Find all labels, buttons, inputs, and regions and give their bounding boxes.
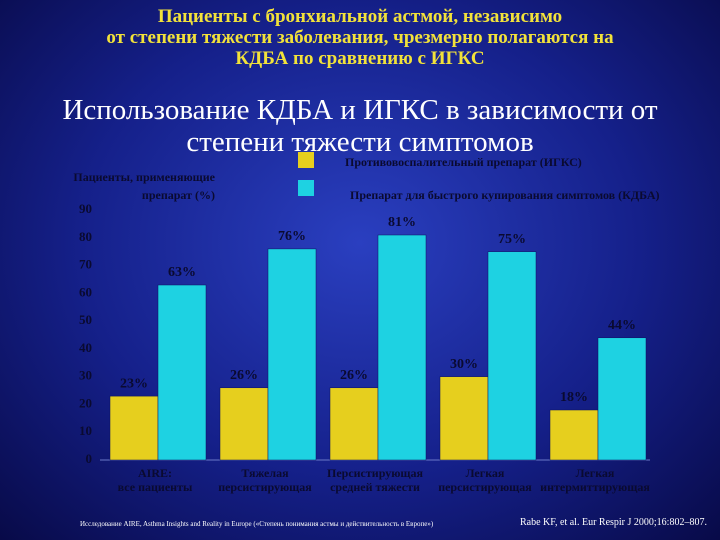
data-label: 63%: [168, 265, 196, 280]
data-label: 18%: [560, 390, 588, 405]
data-label: 23%: [120, 376, 148, 391]
legend-swatch: [298, 180, 314, 196]
bar: [487, 251, 537, 461]
y-tick-label: 60: [79, 284, 92, 299]
legend-label: Препарат для быстрого купирования симпто…: [350, 188, 660, 202]
data-label: 30%: [450, 357, 478, 372]
y-tick-label: 50: [79, 312, 92, 327]
y-tick-label: 80: [79, 229, 92, 244]
x-tick-label: Легкая интермиттирующая: [540, 466, 650, 494]
data-label: 75%: [498, 232, 526, 247]
y-tick-label: 30: [79, 368, 92, 383]
x-tick-label-box: Легкая интермиттирующая: [540, 466, 650, 494]
data-label: 26%: [230, 368, 258, 383]
bar: [439, 376, 489, 461]
data-label: 26%: [340, 368, 368, 383]
y-axis-label: Пациенты, применяющие препарат (%): [73, 170, 215, 202]
x-tick-label: Тяжелая персистирующая: [218, 466, 312, 494]
legend-label: Противовоспалительный препарат (ИГКС): [345, 155, 582, 169]
bar: [549, 409, 599, 461]
x-tick-label: AIRE: все пациенты: [117, 466, 193, 494]
chart-subtitle: Использование КДБА и ИГКС в зависимости …: [62, 94, 658, 158]
bar: [267, 248, 317, 461]
y-tick-label: 70: [79, 257, 92, 272]
x-tick-label: Персистирующая средней тяжести: [326, 466, 424, 494]
x-tick-label-box: AIRE: все пациенты: [117, 466, 193, 494]
x-tick-label-box: Персистирующая средней тяжести: [326, 466, 424, 494]
bar: [329, 387, 379, 461]
bar: [597, 337, 647, 461]
y-tick-label: 10: [79, 423, 92, 438]
source: Rabe KF, et al. Eur Respir J 2000;16:802…: [520, 517, 707, 528]
x-tick-label-box: Легкая персистирующая: [438, 466, 532, 494]
data-label: 76%: [278, 229, 306, 244]
data-label: 81%: [388, 215, 416, 230]
data-label: 44%: [608, 318, 636, 333]
y-tick-label: 40: [79, 340, 92, 355]
bar: [109, 395, 159, 461]
slide-title: Пациенты с бронхиальной астмой, независи…: [106, 6, 614, 69]
bar: [219, 387, 269, 461]
y-tick-label: 20: [79, 395, 92, 410]
bar: [157, 284, 207, 461]
x-tick-label: Легкая персистирующая: [438, 466, 532, 494]
footnote: Исследование AIRE, Asthma Insights and R…: [80, 520, 434, 528]
x-tick-label-box: Тяжелая персистирующая: [218, 466, 312, 494]
bar: [377, 234, 427, 461]
legend-swatch: [298, 152, 314, 168]
y-tick-label: 90: [79, 201, 92, 216]
y-tick-label: 0: [86, 451, 93, 466]
